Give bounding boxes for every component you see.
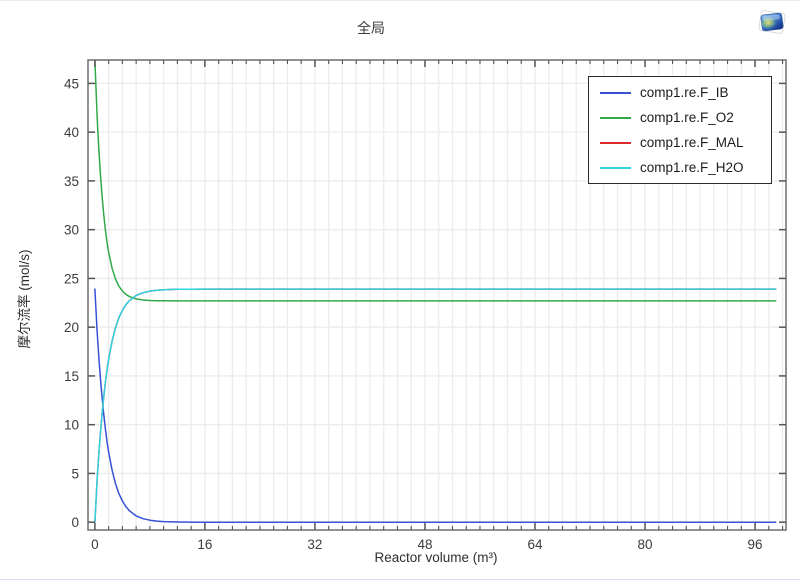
y-tick-label: 5 (71, 466, 79, 481)
legend-label: comp1.re.F_MAL (640, 135, 744, 150)
y-tick-label: 10 (64, 418, 79, 433)
y-tick-label: 35 (64, 174, 79, 189)
y-tick-label: 15 (64, 369, 79, 384)
y-tick-label: 0 (71, 515, 79, 530)
legend-box: comp1.re.F_IB comp1.re.F_O2 comp1.re.F_MAL… (588, 76, 772, 184)
x-tick-label: 96 (748, 537, 763, 552)
x-tick-label: 48 (417, 537, 432, 552)
legend-entry: comp1.re.F_IB (589, 80, 771, 105)
legend-line-swatch (600, 91, 631, 94)
plot-title: 全局 (357, 20, 385, 36)
legend-line-swatch (600, 141, 631, 144)
legend-entry: comp1.re.F_MAL (589, 130, 771, 155)
x-tick-label: 16 (197, 537, 212, 552)
curve-F_IB (94, 288, 777, 523)
legend-entry: comp1.re.F_O2 (589, 105, 771, 130)
curve-F_O2 (94, 60, 777, 302)
y-axis-label: 摩尔流率 (mol/s) (17, 249, 32, 349)
x-tick-label: 80 (638, 537, 653, 552)
x-tick-label: 64 (527, 537, 543, 552)
axes-frame (87, 59, 787, 531)
legend-line-swatch (600, 116, 631, 119)
comsol-logo-icon (758, 10, 786, 34)
legend-line-swatch (600, 166, 631, 169)
y-tick-label: 20 (64, 320, 79, 335)
x-axis-label: Reactor volume (m³) (374, 550, 498, 565)
legend-label: comp1.re.F_O2 (640, 110, 734, 125)
y-tick-label: 25 (64, 271, 79, 286)
legend-label: comp1.re.F_H2O (640, 160, 744, 175)
legend-entry: comp1.re.F_H2O (589, 155, 771, 180)
x-tick-label: 0 (91, 537, 99, 552)
y-tick-label: 45 (64, 76, 79, 91)
x-tick-label: 32 (307, 537, 322, 552)
y-tick-label: 30 (64, 223, 79, 238)
curve-F_H2O (94, 288, 777, 523)
curve-F_MAL (94, 288, 777, 523)
y-tick-label: 40 (64, 125, 79, 140)
legend-label: comp1.re.F_IB (640, 85, 729, 100)
